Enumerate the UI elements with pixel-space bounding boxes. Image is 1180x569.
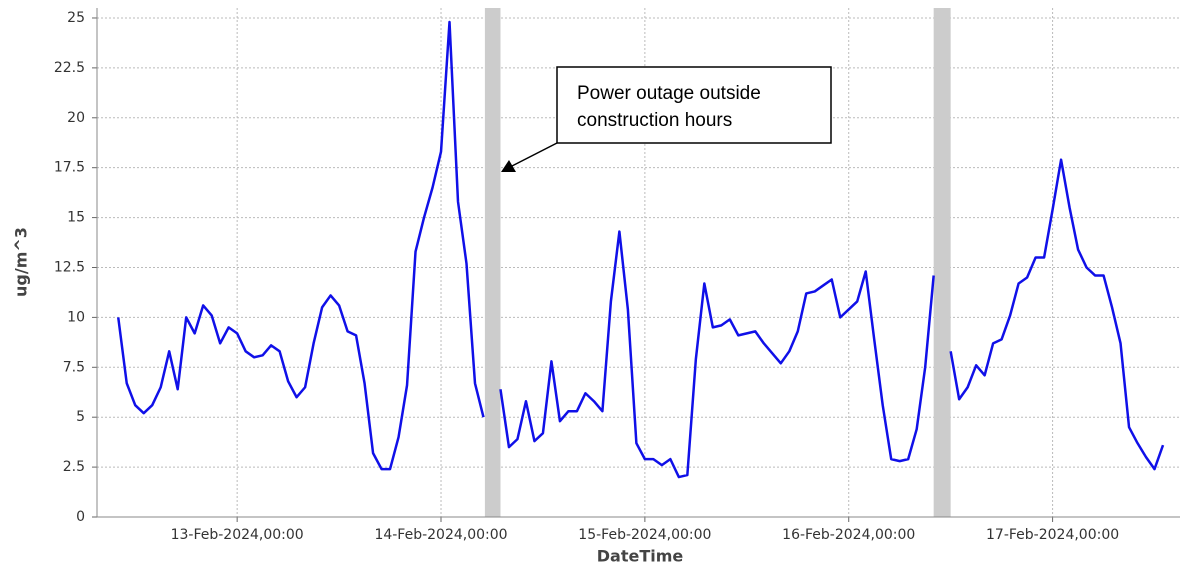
outage-band <box>933 8 951 517</box>
y-tick-label: 17.5 <box>54 160 85 176</box>
axes: 0 2.5 5 7.5 10 12.5 15 17.5 20 22.5 25 13-Feb-2024,… <box>54 8 1180 543</box>
y-tick-label: 2.5 <box>63 459 85 475</box>
lines <box>117 20 1165 479</box>
grid <box>97 8 1180 518</box>
y-tick-label: 0 <box>76 509 85 525</box>
arrow-head <box>501 160 516 172</box>
x-tick-label: 15-Feb-2024,00:00 <box>578 527 711 543</box>
x-axis-title: DateTime <box>597 547 684 566</box>
y-tick-label: 15 <box>67 210 85 226</box>
x-tick-label: 13-Feb-2024,00:00 <box>171 527 304 543</box>
y-tick-label: 10 <box>67 309 85 325</box>
annotation-text: construction hours <box>577 110 732 131</box>
y-tick-label: 5 <box>76 409 85 425</box>
data-line <box>117 20 1165 479</box>
y-tick-label: 12.5 <box>54 259 85 275</box>
y-tick-label: 20 <box>67 110 85 126</box>
annotation-box <box>556 66 832 144</box>
outage-band <box>484 8 501 517</box>
y-tick-label: 25 <box>67 10 85 26</box>
annotation: Power outage outside construction hours <box>501 66 832 172</box>
y-tick-label: 7.5 <box>63 359 85 375</box>
shades <box>484 8 951 517</box>
x-tick-label: 17-Feb-2024,00:00 <box>986 527 1119 543</box>
y-tick-label: 22.5 <box>54 60 85 76</box>
x-tick-label: 16-Feb-2024,00:00 <box>782 527 915 543</box>
annotation-arrow <box>511 142 558 167</box>
x-tick-label: 14-Feb-2024,00:00 <box>374 527 507 543</box>
y-axis-title: ug/m^3 <box>12 227 31 297</box>
annotation-text: Power outage outside <box>577 83 761 104</box>
